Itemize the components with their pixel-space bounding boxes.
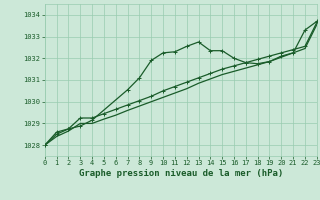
X-axis label: Graphe pression niveau de la mer (hPa): Graphe pression niveau de la mer (hPa): [79, 169, 283, 178]
